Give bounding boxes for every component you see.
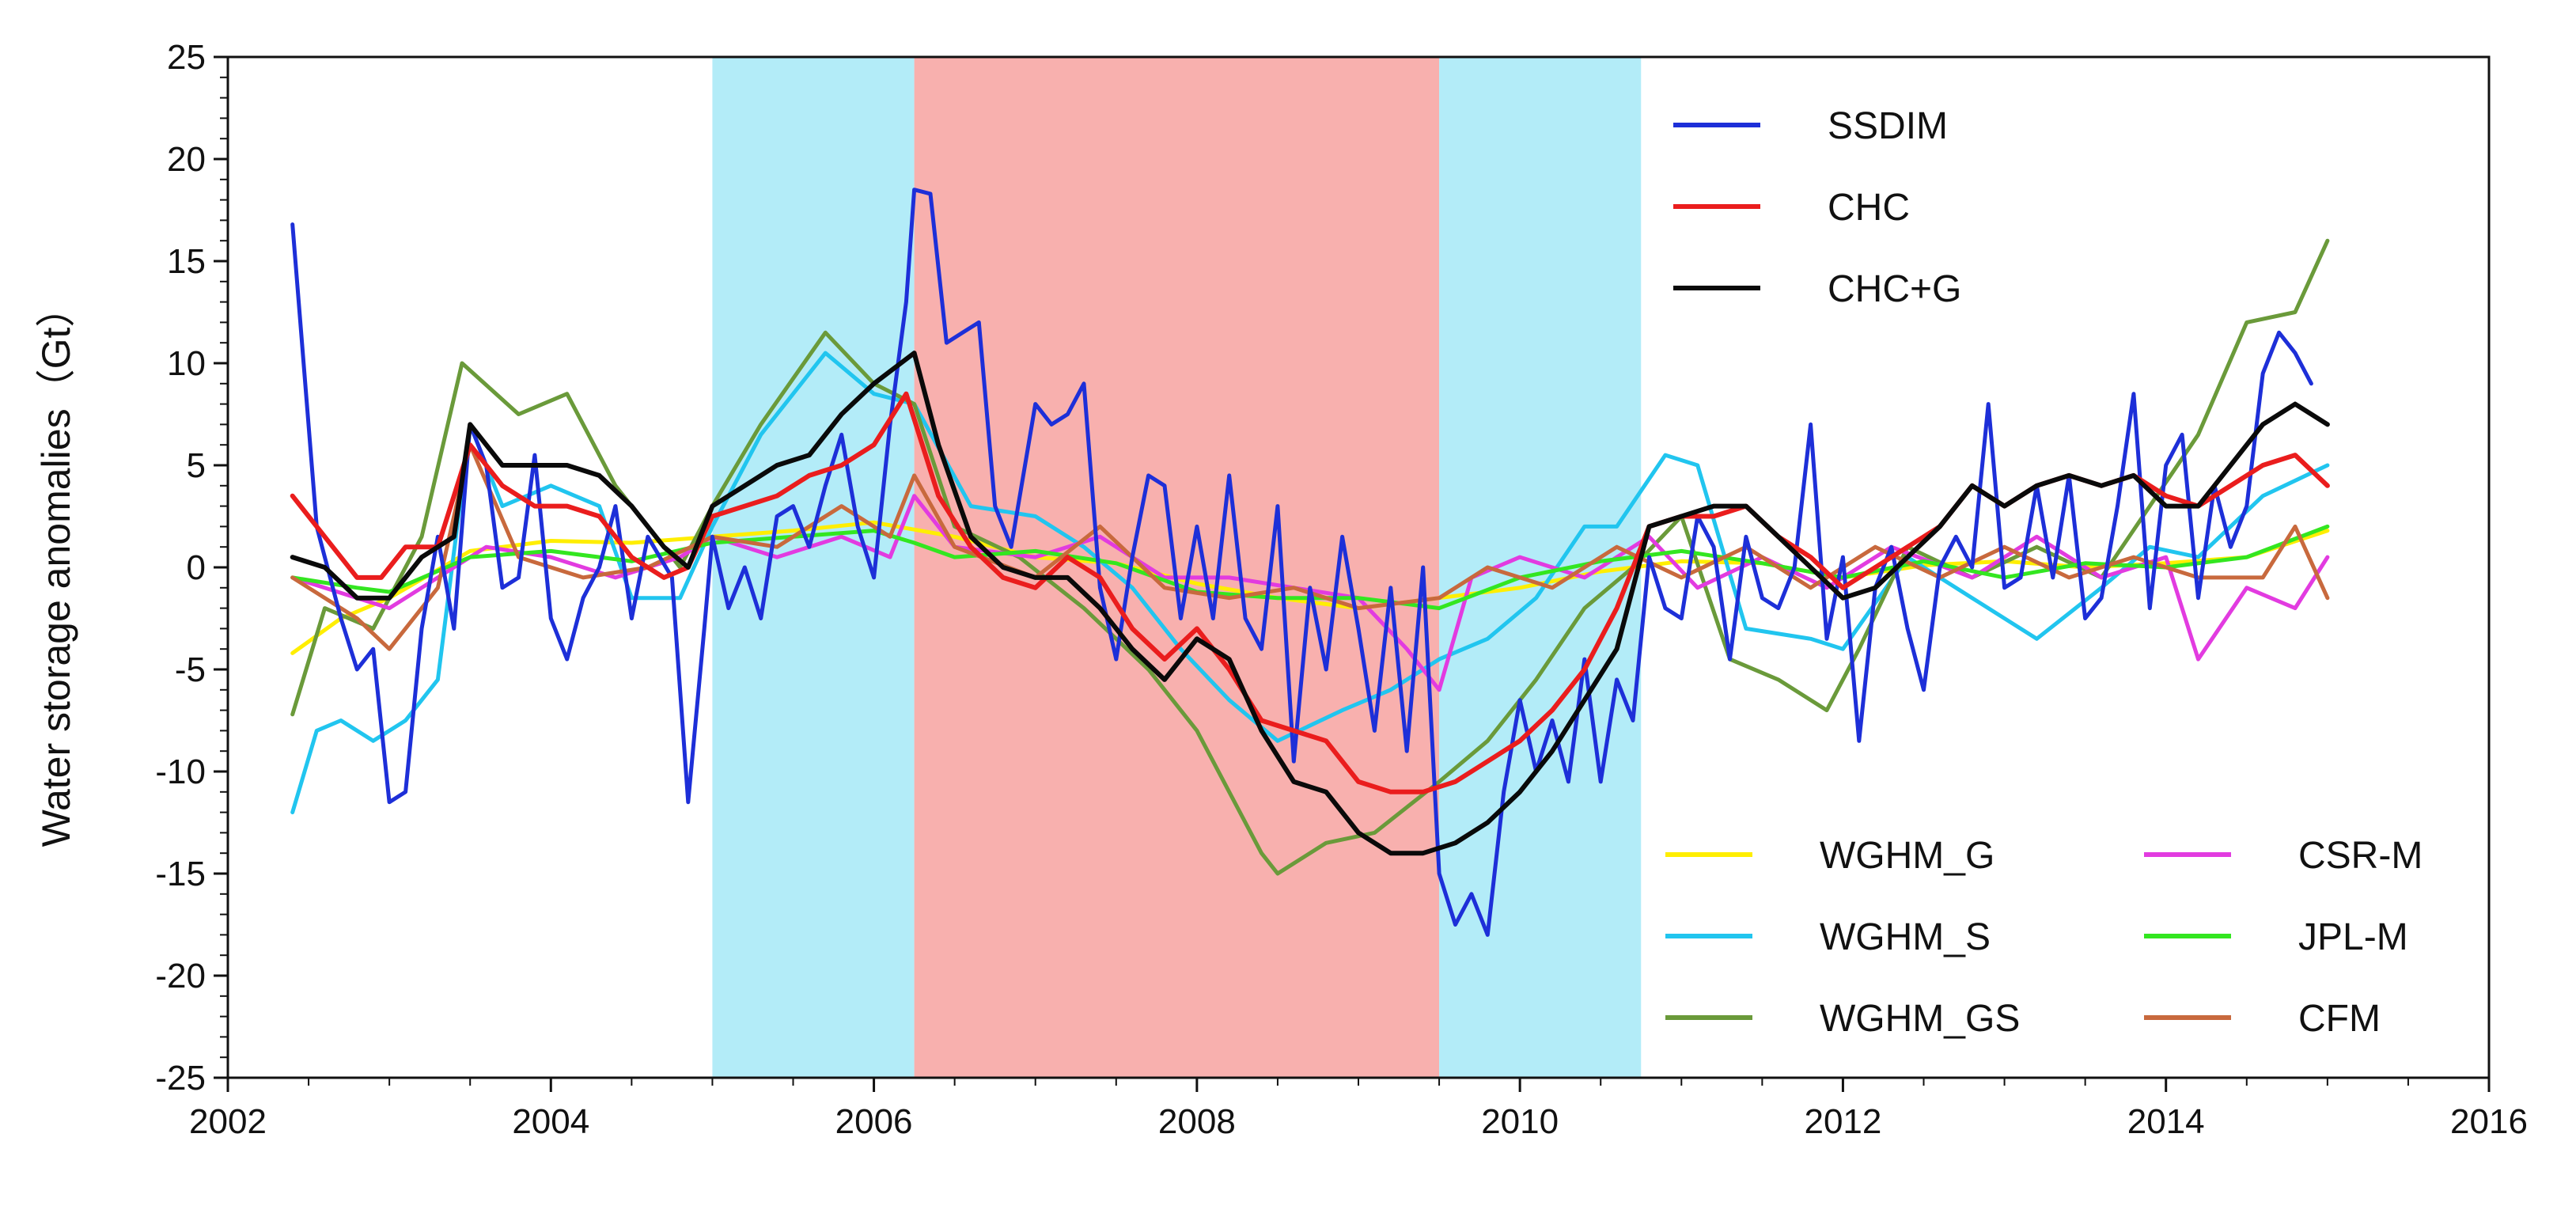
x-tick-label: 2010: [1481, 1102, 1559, 1141]
x-tick-label: 2002: [189, 1102, 267, 1141]
shaded-periods: [712, 57, 1642, 1078]
y-tick-label: 10: [167, 344, 206, 383]
y-tick-label: 5: [187, 446, 206, 485]
series-line-cfm: [290, 442, 2330, 651]
legend-label: WGHM_G: [1820, 835, 1995, 877]
y-tick-label: -15: [155, 855, 206, 893]
y-axis-title: Water storage anomalies（Gt）: [34, 288, 78, 847]
y-tick-label: 0: [187, 548, 206, 587]
y-tick-label: -20: [155, 957, 206, 995]
legend-label: CHC: [1828, 187, 1910, 229]
y-tick-label: -10: [155, 753, 206, 791]
legend-label: WGHM_S: [1820, 916, 1991, 958]
x-tick-label: 2004: [512, 1102, 589, 1141]
x-tick-label: 2016: [2450, 1102, 2528, 1141]
series-line-chc-g: [290, 351, 2330, 856]
y-tick-label: -25: [155, 1059, 206, 1098]
legend-label: JPL-M: [2298, 916, 2408, 958]
y-tick-label: 25: [167, 38, 206, 77]
legend-label: SSDIM: [1828, 105, 1948, 147]
x-tick-label: 2006: [835, 1102, 913, 1141]
x-tick-label: 2014: [2127, 1102, 2205, 1141]
legend-label: CSR-M: [2298, 835, 2423, 877]
legend-label: CHC+G: [1828, 268, 1961, 310]
legend: SSDIM CHC CHC+G WGHM_G WGHM_S WGHM_GS CSR-M JPL…: [1665, 105, 2423, 1040]
y-tick-label: 15: [167, 242, 206, 281]
axes: 2002 2004 2006 2008 2010 2012 2014 2016 25 20 15 10…: [155, 38, 2528, 1141]
series-lines: [290, 188, 2330, 937]
legend-label: WGHM_GS: [1820, 998, 2020, 1040]
legend-label: CFM: [2298, 998, 2381, 1040]
y-tick-label: -5: [175, 650, 206, 689]
shaded-period-2: [1439, 57, 1642, 1078]
x-tick-label: 2008: [1158, 1102, 1236, 1141]
x-tick-label: 2012: [1804, 1102, 1881, 1141]
y-tick-label: 20: [167, 140, 206, 179]
